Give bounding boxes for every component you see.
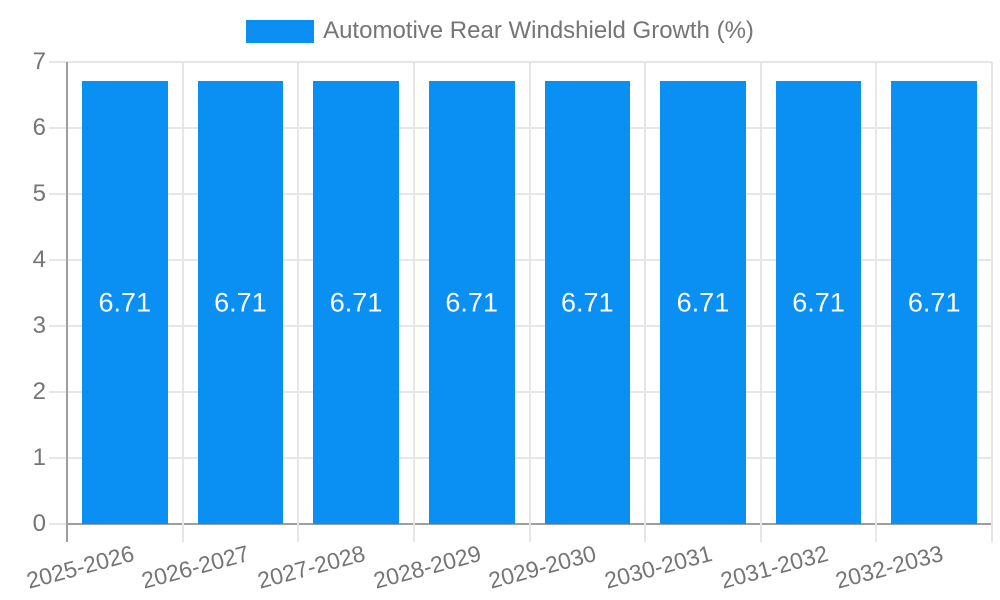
bar-value-label: 6.71 (561, 287, 614, 318)
bar[interactable] (775, 81, 862, 524)
y-axis-label: 1 (32, 444, 46, 471)
x-axis-label: 2030-2031 (601, 540, 715, 594)
y-axis-label: 5 (32, 180, 46, 207)
bar-value-label: 6.71 (907, 287, 961, 318)
x-axis-label: 2029-2030 (486, 540, 600, 594)
y-axis-tick (49, 127, 67, 129)
y-axis-label: 3 (32, 312, 46, 339)
x-gridline (991, 62, 993, 542)
bar-value-label: 6.71 (676, 287, 730, 318)
bar[interactable] (544, 81, 631, 524)
bar[interactable] (197, 81, 284, 524)
chart-legend[interactable]: Automotive Rear Windshield Growth (%) (0, 18, 1000, 44)
x-axis-label: 2026-2027 (139, 540, 253, 594)
bar[interactable] (891, 81, 977, 524)
y-axis-label: 7 (32, 48, 46, 75)
y-axis-line (66, 62, 68, 542)
x-axis-label: 2032-2033 (832, 540, 946, 594)
y-axis-tick (49, 61, 67, 63)
x-gridline (644, 62, 647, 542)
x-gridline (528, 62, 531, 542)
x-gridline (875, 62, 878, 542)
y-axis-label: 6 (32, 114, 46, 141)
legend-label[interactable]: Automotive Rear Windshield Growth (%) (323, 17, 754, 44)
bar[interactable] (82, 81, 168, 524)
bar-value-label: 6.71 (214, 287, 267, 318)
y-axis-label: 0 (32, 510, 46, 537)
legend-swatch[interactable] (246, 19, 315, 43)
x-gridline (759, 62, 762, 542)
bar-value-label: 6.71 (792, 287, 845, 318)
bar[interactable] (660, 81, 746, 524)
x-axis-label: 2028-2029 (370, 540, 484, 594)
y-axis-tick (49, 193, 67, 195)
x-gridline (297, 62, 300, 542)
bar[interactable] (428, 81, 515, 524)
x-gridline (181, 62, 184, 542)
bar-value-label: 6.71 (329, 287, 383, 318)
y-axis-label: 4 (32, 246, 46, 273)
x-axis-label: 2031-2032 (717, 540, 831, 594)
y-axis-tick (49, 325, 67, 327)
bar-value-label: 6.71 (445, 287, 498, 318)
x-axis-label: 2027-2028 (254, 540, 368, 594)
x-axis-label: 2025-2026 (23, 540, 137, 594)
bar-value-label: 6.71 (98, 287, 152, 318)
y-axis-tick (49, 523, 67, 525)
y-axis-label: 2 (32, 378, 46, 405)
x-gridline (412, 62, 415, 542)
y-axis-tick (49, 391, 67, 393)
y-axis-tick (49, 259, 67, 261)
y-axis-tick (49, 457, 67, 459)
bar[interactable] (313, 81, 399, 524)
